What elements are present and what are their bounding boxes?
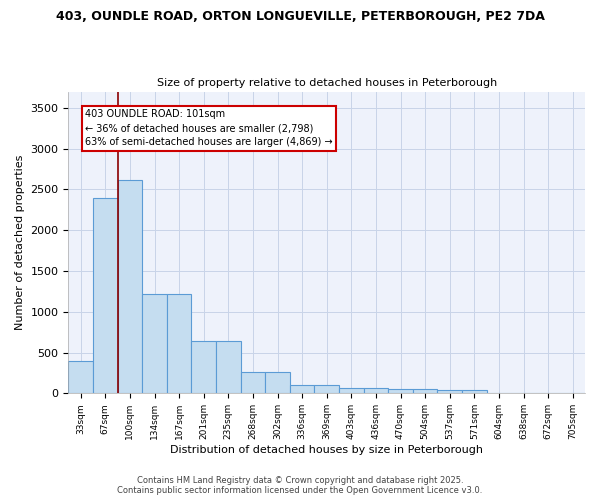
Bar [265, 372, 290, 394]
Bar [437, 390, 462, 394]
Title: Size of property relative to detached houses in Peterborough: Size of property relative to detached ho… [157, 78, 497, 88]
Bar [413, 390, 437, 394]
Bar [388, 390, 413, 394]
Bar [118, 180, 142, 394]
Bar [487, 392, 511, 394]
Bar [536, 392, 560, 394]
Bar [511, 392, 536, 394]
Bar [216, 341, 241, 394]
Text: 403, OUNDLE ROAD, ORTON LONGUEVILLE, PETERBOROUGH, PE2 7DA: 403, OUNDLE ROAD, ORTON LONGUEVILLE, PET… [56, 10, 544, 23]
Bar [560, 392, 585, 394]
Bar [339, 388, 364, 394]
X-axis label: Distribution of detached houses by size in Peterborough: Distribution of detached houses by size … [170, 445, 483, 455]
Bar [142, 294, 167, 394]
Text: 403 OUNDLE ROAD: 101sqm
← 36% of detached houses are smaller (2,798)
63% of semi: 403 OUNDLE ROAD: 101sqm ← 36% of detache… [85, 110, 333, 148]
Text: Contains HM Land Registry data © Crown copyright and database right 2025.
Contai: Contains HM Land Registry data © Crown c… [118, 476, 482, 495]
Bar [462, 390, 487, 394]
Bar [290, 385, 314, 394]
Y-axis label: Number of detached properties: Number of detached properties [15, 155, 25, 330]
Bar [314, 385, 339, 394]
Bar [68, 360, 93, 394]
Bar [241, 372, 265, 394]
Bar [364, 388, 388, 394]
Bar [191, 341, 216, 394]
Bar [93, 198, 118, 394]
Bar [167, 294, 191, 394]
